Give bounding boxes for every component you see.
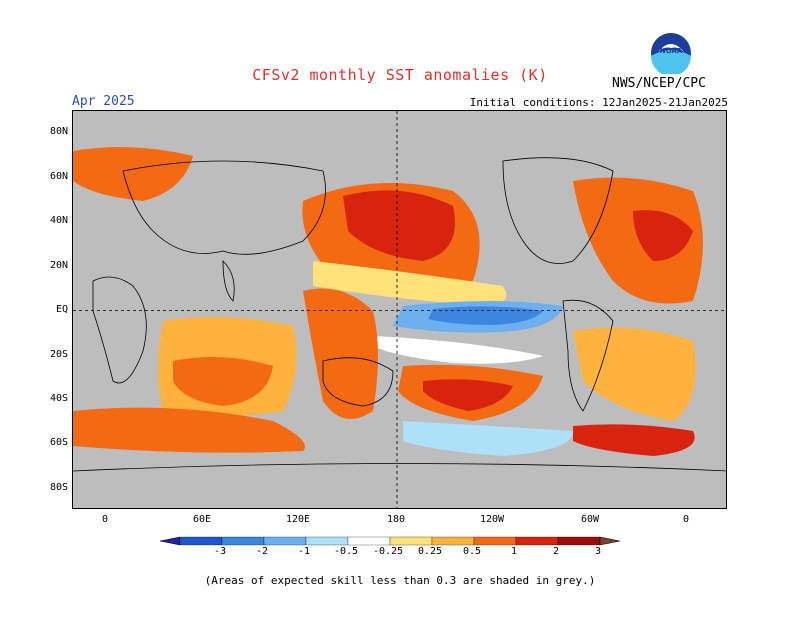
lat-label-20n: 20N bbox=[49, 260, 68, 271]
lat-label-eq: EQ bbox=[55, 304, 68, 315]
colorbar-label: 3 bbox=[594, 546, 602, 557]
colorbar bbox=[159, 533, 640, 561]
southern-ocean-region bbox=[73, 407, 695, 456]
colorbar-arrow-right bbox=[599, 536, 621, 546]
initial-conditions: Initial conditions: 12Jan2025-21Jan2025 bbox=[469, 96, 728, 109]
lon-label-120w: 120W bbox=[479, 514, 505, 525]
lon-label-60w: 60W bbox=[580, 514, 600, 525]
svg-text:NOAA: NOAA bbox=[660, 47, 683, 55]
indian-ocean-region bbox=[158, 317, 297, 416]
lat-label-60s: 60S bbox=[49, 437, 68, 448]
lat-label-40s: 40S bbox=[49, 393, 68, 404]
colorbar-label: 0.25 bbox=[417, 546, 443, 557]
colorbar-label: 1 bbox=[510, 546, 518, 557]
colorbar-swatch bbox=[179, 536, 223, 546]
sst-anomaly-map bbox=[72, 110, 727, 509]
lat-label-40n: 40N bbox=[49, 215, 68, 226]
lon-label-120e: 120E bbox=[285, 514, 311, 525]
colorbar-label: -3 bbox=[213, 546, 227, 557]
colorbar-label: -0.5 bbox=[333, 546, 359, 557]
north-pacific-warm-region bbox=[302, 183, 507, 306]
lon-label-60e: 60E bbox=[192, 514, 212, 525]
skill-footnote: (Areas of expected skill less than 0.3 a… bbox=[204, 574, 596, 587]
colorbar-swatch bbox=[557, 536, 601, 546]
colorbar-swatch bbox=[431, 536, 475, 546]
south-atlantic-region bbox=[573, 327, 696, 421]
colorbar-arrow-left bbox=[159, 536, 181, 546]
map-title: CFSv2 monthly SST anomalies (K) bbox=[252, 66, 548, 84]
colorbar-swatch bbox=[347, 536, 391, 546]
forecast-month: Apr 2025 bbox=[72, 94, 135, 109]
lat-label-60n: 60N bbox=[49, 171, 68, 182]
colorbar-swatch bbox=[473, 536, 517, 546]
colorbar-swatch bbox=[221, 536, 265, 546]
colorbar-label: -2 bbox=[255, 546, 269, 557]
west-pacific-warm-region bbox=[303, 288, 378, 419]
tropical-pacific-cool-region bbox=[373, 301, 563, 364]
colorbar-label: -0.25 bbox=[372, 546, 404, 557]
colorbar-label: 2 bbox=[552, 546, 560, 557]
lat-label-80n: 80N bbox=[49, 126, 68, 137]
lon-label-0: 0 bbox=[101, 514, 109, 525]
colorbar-swatch bbox=[389, 536, 433, 546]
lat-label-20s: 20S bbox=[49, 349, 68, 360]
colorbar-swatch bbox=[305, 536, 349, 546]
south-pacific-warm-region bbox=[398, 364, 543, 421]
colorbar-swatch bbox=[263, 536, 307, 546]
lon-label-180: 180 bbox=[386, 514, 406, 525]
lat-label-80s: 80S bbox=[49, 482, 68, 493]
colorbar-swatch bbox=[515, 536, 559, 546]
colorbar-label: -1 bbox=[297, 546, 311, 557]
colorbar-label: 0.5 bbox=[462, 546, 482, 557]
agency-label: NWS/NCEP/CPC bbox=[612, 76, 706, 91]
lon-label-0-east: 0 bbox=[682, 514, 690, 525]
noaa-logo: NOAA bbox=[650, 32, 692, 76]
north-atlantic-warm-region bbox=[573, 177, 703, 304]
